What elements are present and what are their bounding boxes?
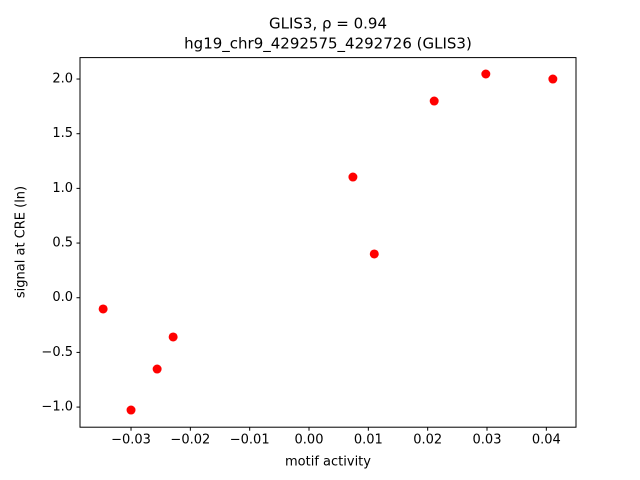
x-tick-label: −0.03 [111,433,151,448]
chart-subtitle: hg19_chr9_4292575_4292726 (GLIS3) [184,35,472,54]
y-tick-label: −1.0 [41,400,73,415]
point [369,249,379,259]
point [126,405,136,415]
x-tick-label: −0.01 [230,433,270,448]
y-tick-label: 0.0 [52,290,73,305]
chart-title: GLIS3, ρ = 0.94 [269,15,387,33]
point [348,172,358,182]
x-tick-label: 0.01 [354,433,383,448]
point [481,69,491,79]
y-tick-label: 0.5 [52,236,73,251]
point [548,74,558,84]
plot-frame [79,57,577,428]
y-tick-label: 1.5 [52,126,73,141]
x-axis-label: motif activity [285,455,371,470]
point [168,332,178,342]
x-tick-label: 0.02 [413,433,442,448]
x-tick-label: 0.04 [532,433,561,448]
point [429,96,439,106]
y-tick-label: 1.0 [52,181,73,196]
y-tick-label: 2.0 [52,72,73,87]
point [152,364,162,374]
x-tick-label: 0.03 [473,433,502,448]
y-axis-label: signal at CRE (ln) [14,186,29,298]
x-tick-label: 0.00 [295,433,324,448]
x-tick-label: −0.02 [170,433,210,448]
y-tick-label: −0.5 [41,345,73,360]
point [98,304,108,314]
